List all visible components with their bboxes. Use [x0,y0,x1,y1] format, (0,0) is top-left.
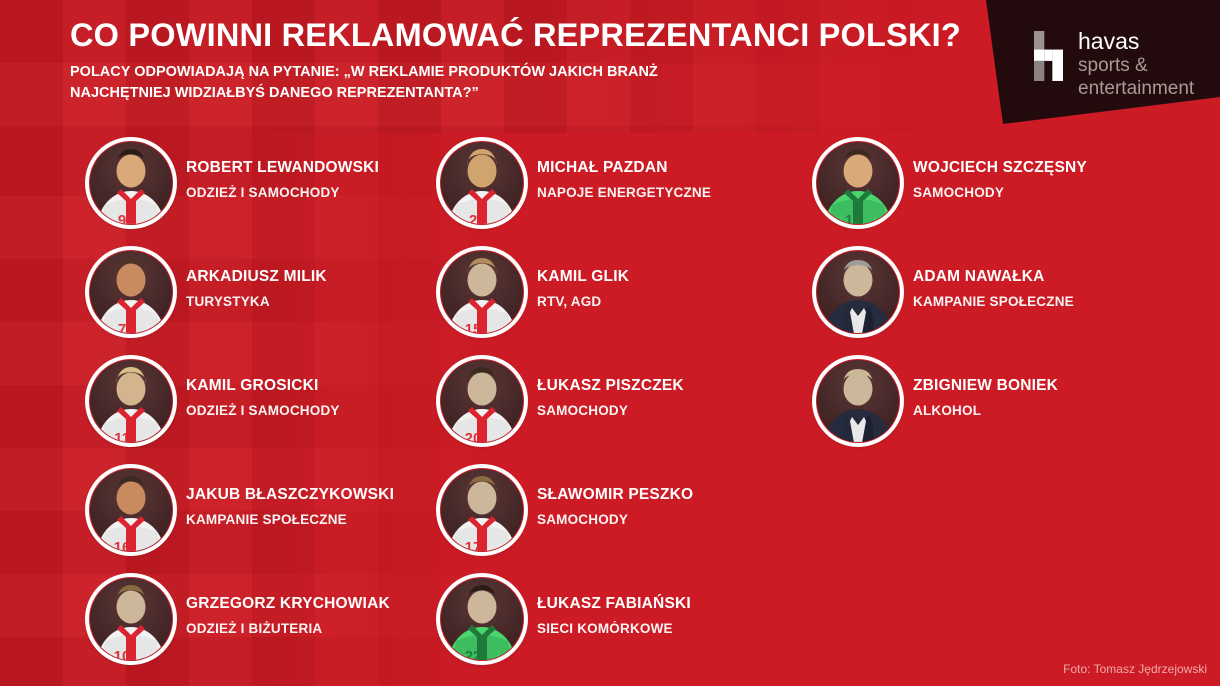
svg-text:9: 9 [118,212,126,225]
svg-text:7: 7 [118,321,126,334]
svg-text:1: 1 [845,212,853,225]
svg-text:2: 2 [469,212,477,225]
